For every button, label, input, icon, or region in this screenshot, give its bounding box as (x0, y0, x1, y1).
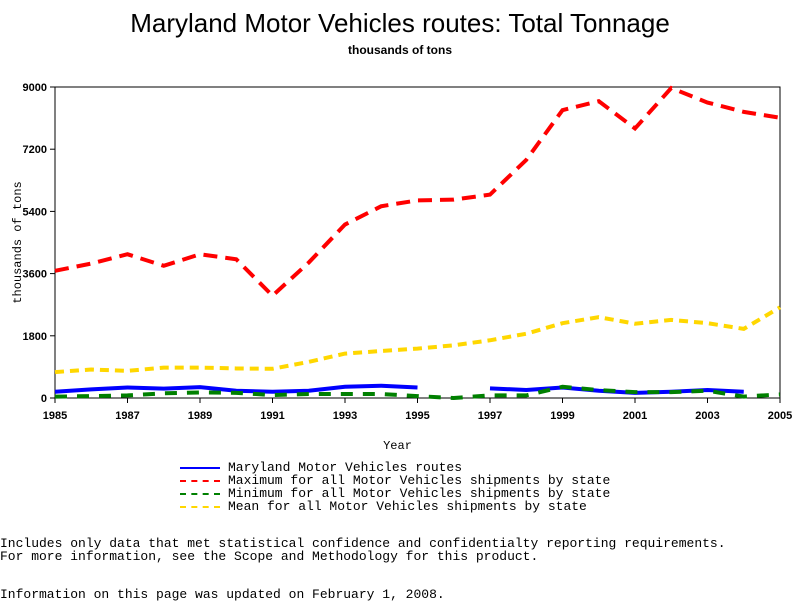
x-tick-label: 1993 (333, 410, 357, 422)
y-tick-label: 0 (41, 393, 47, 405)
legend-swatch (180, 493, 220, 495)
x-tick-label: 1999 (550, 410, 574, 422)
x-tick-label: 1995 (405, 410, 429, 422)
y-axis-label: thousands of tons (11, 181, 25, 303)
x-tick-label: 2005 (768, 410, 792, 422)
plot-frame (55, 87, 780, 398)
x-tick-label: 1987 (115, 410, 139, 422)
y-tick-label: 5400 (23, 206, 47, 218)
y-tick-label: 1800 (23, 331, 47, 343)
x-tick-label: 2001 (623, 410, 647, 422)
x-tick-label: 1989 (188, 410, 212, 422)
legend-item-mean: Mean for all Motor Vehicles shipments by… (180, 500, 587, 513)
y-tick-label: 9000 (23, 82, 47, 94)
legend-swatch (180, 480, 220, 482)
series-line-maryland (490, 387, 744, 392)
series-line-mean (55, 307, 780, 372)
series-line-maximum (55, 88, 780, 296)
legend-swatch (180, 467, 220, 469)
y-tick-label: 3600 (23, 269, 47, 281)
line-chart: 0 1800 3600 5400 7200 9000 1985 1987 1989 1991 199… (0, 0, 800, 460)
x-tick-label: 2003 (695, 410, 719, 422)
legend-swatch (180, 506, 220, 508)
x-tick-label: 1985 (43, 410, 67, 422)
note-methodology: For more information, see the Scope and … (0, 549, 538, 564)
y-tick-label: 7200 (23, 144, 47, 156)
x-tick-label: 1997 (478, 410, 502, 422)
legend-label: Mean for all Motor Vehicles shipments by… (228, 499, 587, 514)
x-tick-label: 1991 (260, 410, 284, 422)
x-axis-label: Year (383, 439, 412, 453)
